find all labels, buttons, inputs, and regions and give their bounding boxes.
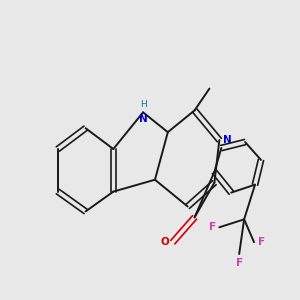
Text: F: F — [258, 237, 265, 247]
Text: H: H — [140, 100, 146, 109]
Text: F: F — [236, 258, 243, 268]
Text: F: F — [209, 222, 216, 232]
Text: O: O — [160, 237, 169, 247]
Text: N: N — [223, 135, 232, 145]
Text: N: N — [139, 114, 147, 124]
